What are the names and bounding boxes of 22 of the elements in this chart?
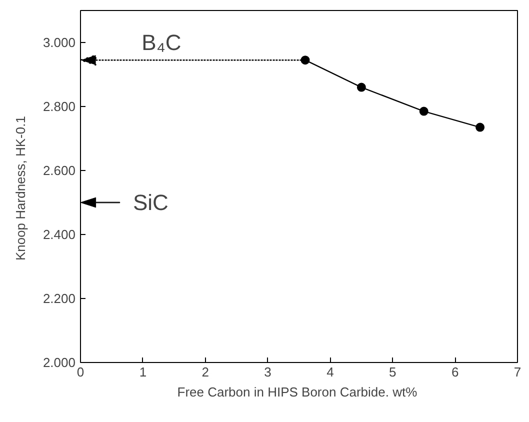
y-axis-title: Knoop Hardness, HK-0.1: [12, 116, 28, 261]
x-tick-label: 5: [389, 364, 396, 380]
point: [419, 106, 428, 116]
x-tick-label: 7: [514, 364, 522, 380]
point: [356, 82, 366, 92]
y-tick-label: 2.400: [42, 227, 76, 242]
y-tick-label: 2.200: [42, 291, 76, 306]
y-tick-label: 2.800: [42, 99, 76, 114]
x-tick-label: 0: [76, 364, 84, 380]
ref-line-label: SiC: [132, 190, 168, 215]
x-tick-label: 3: [264, 364, 272, 380]
x-axis-title: Free Carbon in HIPS Boron Carbide. wt%: [177, 384, 418, 400]
point: [300, 56, 310, 65]
y-tick-label: 2.600: [42, 163, 76, 178]
ref-line-label: B₄C: [142, 30, 182, 55]
point: [476, 122, 485, 132]
x-tick-label: 4: [326, 364, 334, 380]
x-tick-label: 2: [202, 364, 209, 380]
y-tick-label: 3.000: [42, 35, 76, 50]
y-tick-label: 2.000: [42, 355, 76, 370]
x-tick-label: 6: [451, 364, 459, 380]
x-tick-label: 1: [139, 364, 147, 380]
